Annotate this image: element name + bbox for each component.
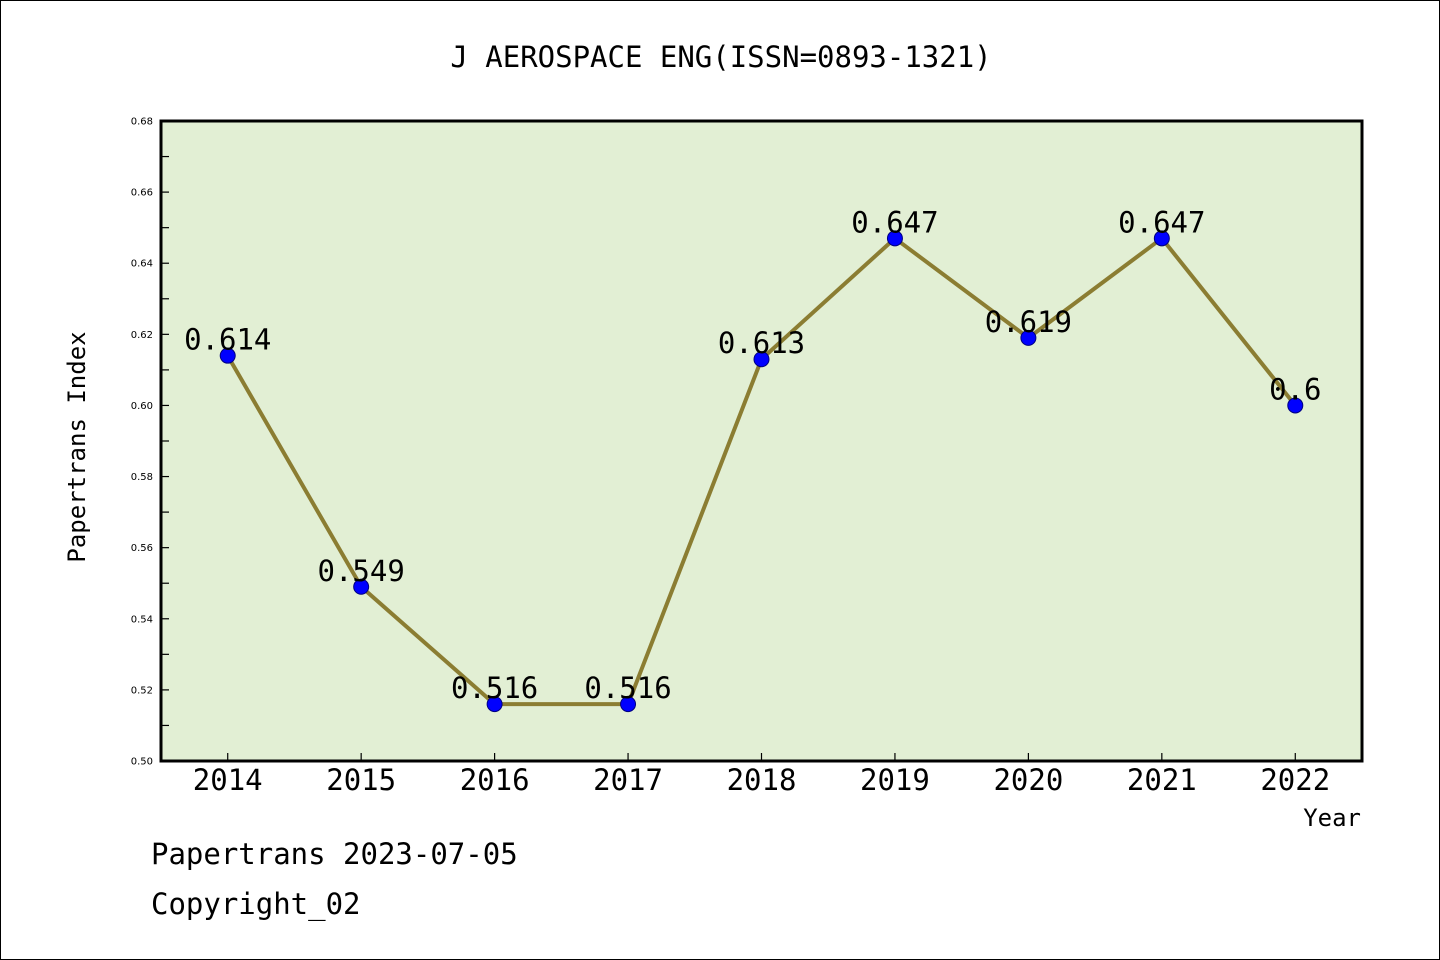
x-tick-label: 2021 — [1127, 763, 1197, 797]
x-tick-label: 2020 — [993, 763, 1063, 797]
y-axis: 0.50 0.52 0.54 0.56 0.58 0.60 0.62 0.64 0.66 0.68 — [131, 117, 169, 768]
footer-date: Papertrans 2023-07-05 — [151, 837, 518, 871]
data-point — [753, 351, 770, 368]
x-tick-label: 2018 — [727, 763, 797, 797]
y-tick-label: 0.66 — [131, 188, 153, 199]
y-tick-label: 0.58 — [131, 472, 153, 483]
data-label: 0.614 — [184, 323, 271, 357]
x-tick-label: 2014 — [193, 763, 263, 797]
data-point — [353, 578, 370, 595]
data-markers — [219, 230, 1304, 713]
x-axis-title: Year — [1303, 804, 1361, 832]
data-point — [219, 347, 236, 364]
data-point — [620, 696, 637, 713]
x-axis: 2014 2015 2016 2017 2018 2019 2020 2021 2022 — [193, 753, 1330, 797]
y-tick-label: 0.64 — [131, 259, 153, 270]
data-label: 0.516 — [584, 671, 671, 705]
y-tick-label: 0.50 — [131, 757, 153, 768]
data-label: 0.619 — [985, 305, 1072, 339]
plot-area — [159, 119, 1364, 763]
chart-title: J AEROSPACE ENG(ISSN=0893-1321) — [450, 40, 991, 74]
data-label: 0.549 — [318, 554, 405, 588]
x-tick-label: 2016 — [460, 763, 530, 797]
x-tick-label: 2015 — [326, 763, 396, 797]
data-point — [486, 696, 503, 713]
data-label: 0.516 — [451, 671, 538, 705]
data-label: 0.647 — [851, 205, 938, 239]
y-tick-label: 0.56 — [131, 543, 153, 554]
footer-copyright: Copyright_02 — [151, 887, 361, 921]
y-tick-label: 0.52 — [131, 685, 153, 696]
data-point — [1020, 329, 1037, 346]
x-tick-label: 2022 — [1260, 763, 1330, 797]
y-tick-label: 0.54 — [131, 614, 153, 625]
y-tick-label: 0.68 — [131, 117, 153, 128]
data-label: 0.613 — [718, 326, 805, 360]
data-label: 0.6 — [1269, 372, 1321, 406]
x-tick-label: 2017 — [593, 763, 663, 797]
data-point — [886, 230, 903, 247]
data-labels: 0.614 0.549 0.516 0.516 0.613 0.647 0.619 0.647… — [184, 205, 1321, 705]
y-tick-label: 0.62 — [131, 330, 153, 341]
data-label: 0.647 — [1118, 205, 1205, 239]
y-axis-title: Papertrans Index — [63, 331, 91, 562]
data-point — [1287, 397, 1304, 414]
y-tick-label: 0.60 — [131, 401, 153, 412]
data-point — [1153, 230, 1170, 247]
x-tick-label: 2019 — [860, 763, 930, 797]
